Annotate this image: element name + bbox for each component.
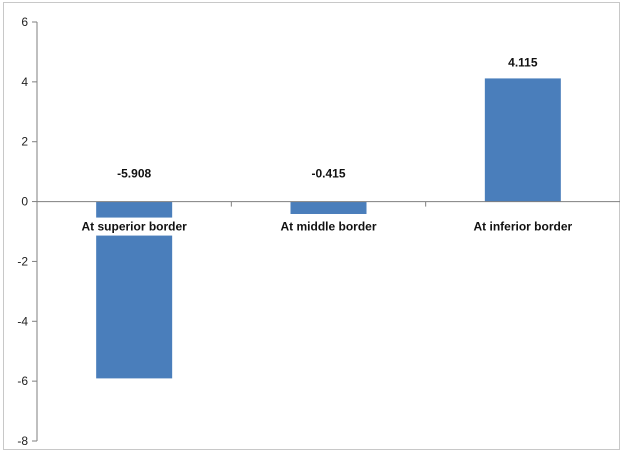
data-labels: -5.908 -0.415 4.115 — [117, 55, 538, 180]
y-tick-label: -4 — [17, 314, 28, 328]
bar — [484, 78, 561, 202]
category-label: At middle border — [280, 220, 376, 234]
category-label: At superior border — [81, 220, 187, 234]
category-labels: At superior border At middle border At inf… — [78, 217, 576, 236]
x-axis — [37, 201, 620, 207]
y-tick-label: 0 — [21, 195, 28, 209]
bar — [290, 201, 367, 214]
category-label-background — [470, 217, 576, 236]
data-label: -0.415 — [311, 167, 345, 181]
category-label-background — [277, 217, 380, 236]
y-axis: 6 4 2 0 -2 -4 -6 -8 — [17, 15, 38, 448]
data-label: 4.115 — [508, 55, 538, 69]
y-tick-label: 2 — [21, 135, 28, 149]
y-tick-label: 6 — [21, 15, 28, 29]
y-tick-label: -2 — [17, 254, 28, 268]
category-label-background — [78, 217, 191, 236]
y-tick-label: -8 — [17, 434, 28, 448]
y-tick-label: -6 — [17, 374, 28, 388]
category-label: At inferior border — [473, 220, 572, 234]
data-label: -5.908 — [117, 167, 151, 181]
y-tick-label: 4 — [21, 75, 28, 89]
